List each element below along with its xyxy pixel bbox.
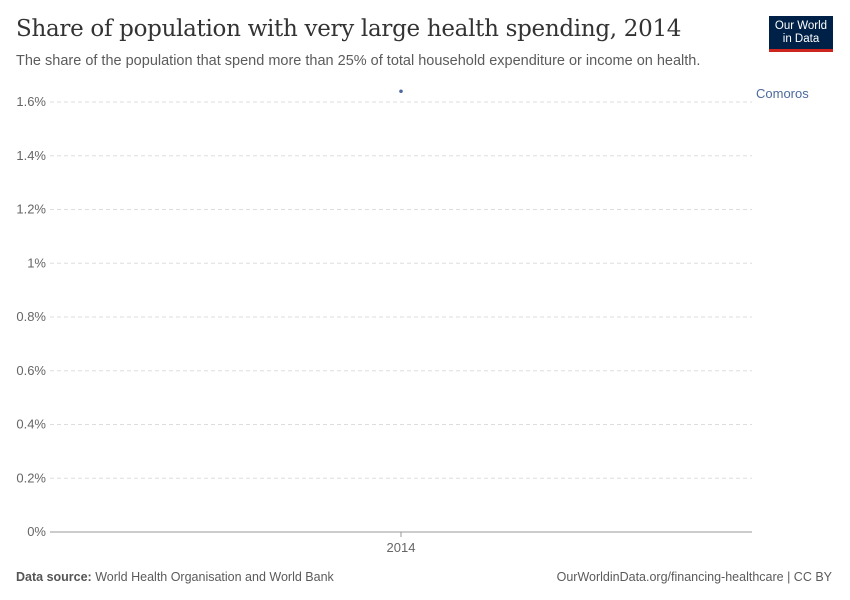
chart-title: Share of population with very large heal…	[16, 16, 682, 42]
y-tick-label: 0.6%	[16, 363, 46, 378]
y-tick-label: 1.6%	[16, 94, 46, 109]
y-tick-label: 1.2%	[16, 202, 46, 217]
y-tick-label: 0.2%	[16, 470, 46, 485]
chart-subtitle: The share of the population that spend m…	[16, 53, 701, 69]
owid-logo[interactable]: Our World in Data	[769, 16, 833, 52]
y-tick-label: 1%	[27, 255, 46, 270]
footer-link[interactable]: OurWorldinData.org/financing-healthcare …	[556, 570, 832, 584]
data-source: Data source: World Health Organisation a…	[16, 570, 334, 584]
data-point	[399, 89, 403, 94]
x-tick-label: 2014	[387, 540, 416, 555]
y-tick-label: 0.8%	[16, 309, 46, 324]
y-tick-label: 0.4%	[16, 417, 46, 432]
series-label: Comoros	[756, 86, 809, 101]
y-tick-label: 0%	[27, 524, 46, 539]
y-tick-label: 1.4%	[16, 148, 46, 163]
